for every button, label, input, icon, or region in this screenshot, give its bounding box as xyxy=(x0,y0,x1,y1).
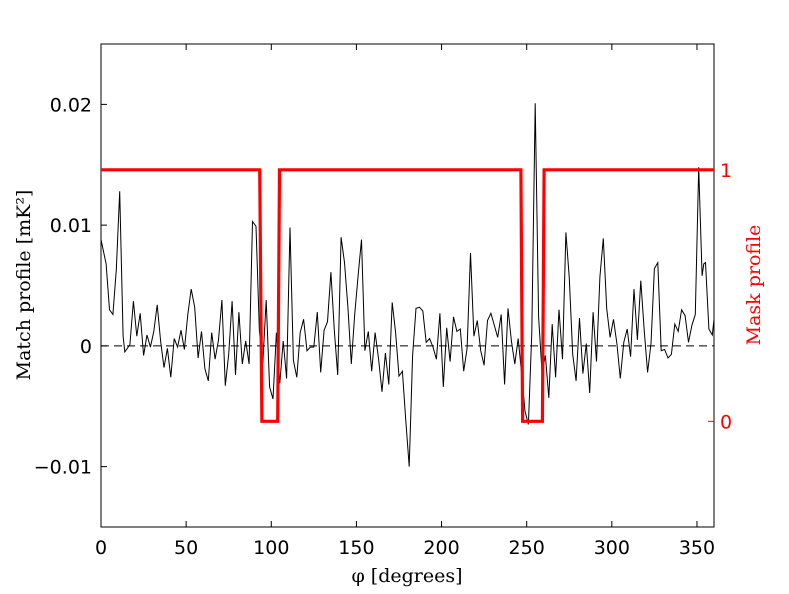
y-tick-label: 0.01 xyxy=(50,215,92,237)
y-tick-label: −0.01 xyxy=(34,457,92,479)
right-y-axis-label: Mask profile xyxy=(743,225,765,346)
x-tick-label: 350 xyxy=(679,537,715,559)
x-axis-label: φ [degrees] xyxy=(351,565,462,587)
y-tick-label: 0.02 xyxy=(50,94,92,116)
mask-profile-line xyxy=(101,168,714,423)
right-y-tick-label: 1 xyxy=(720,160,732,182)
y-tick-label: 0 xyxy=(80,336,92,358)
x-tick-label: 50 xyxy=(174,537,198,559)
tick-labels: 0 50 100 150 200 250 300 350 −0.01 0 0.01 0.02 0 1 xyxy=(34,94,732,559)
x-tick-label: 200 xyxy=(423,537,459,559)
y-axis-label: Match profile [mK²] xyxy=(13,190,35,381)
x-tick-label: 0 xyxy=(95,537,107,559)
right-y-tick-label: 0 xyxy=(720,411,732,433)
match-profile-line xyxy=(100,103,715,467)
x-tick-label: 150 xyxy=(338,537,374,559)
x-tick-label: 300 xyxy=(594,537,630,559)
plot-area xyxy=(100,43,715,528)
x-tick-label: 250 xyxy=(509,537,545,559)
x-tick-label: 100 xyxy=(253,537,289,559)
